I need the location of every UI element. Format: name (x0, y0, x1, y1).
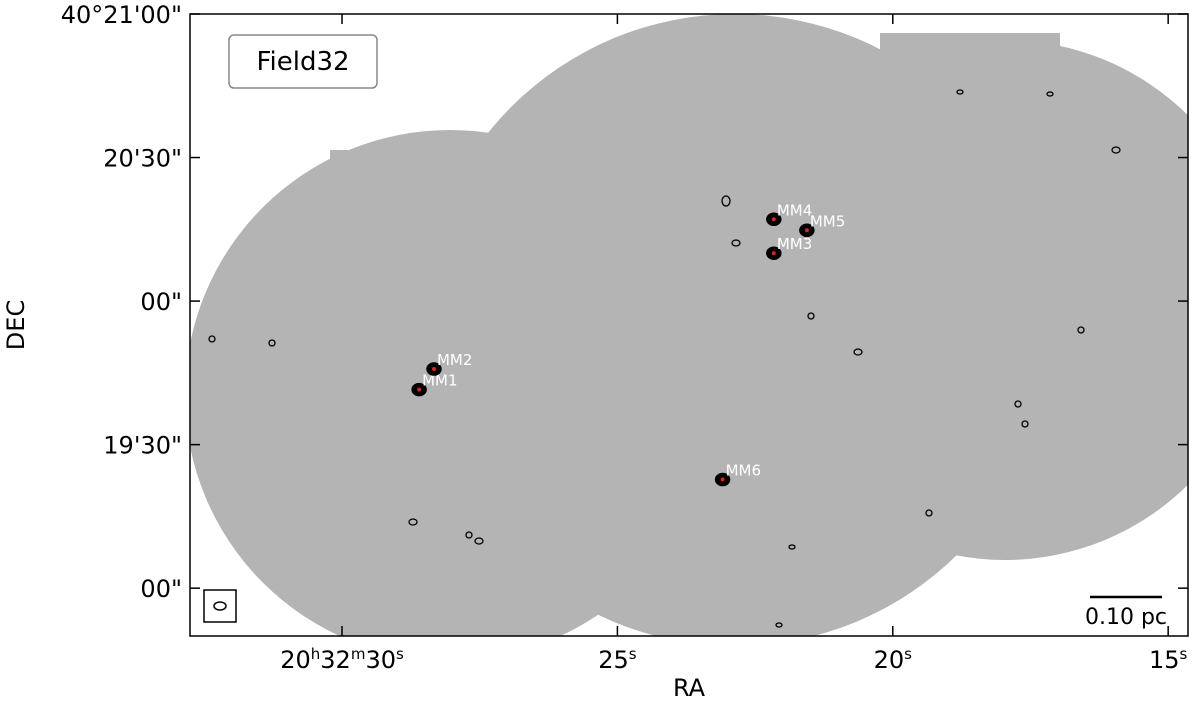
y-tick-label: 00" (140, 288, 182, 316)
contours (208, 89, 1121, 628)
source-peak (771, 217, 776, 222)
y-axis-label: DEC (2, 300, 30, 350)
mosaic (190, 14, 1188, 636)
source-label: MM2 (437, 351, 472, 369)
plot-frame (189, 13, 1189, 637)
y-tick-label: 19'30" (103, 432, 182, 460)
source-peak (720, 477, 725, 482)
y-tick-label: 20'30" (103, 145, 182, 173)
source-label: MM3 (777, 235, 812, 253)
beam (203, 589, 237, 623)
y-tick-label: 00" (140, 575, 182, 603)
field-box: Field32 (228, 34, 378, 89)
x-axis-label: RA (673, 674, 706, 701)
field-label: Field32 (256, 47, 349, 77)
x-tick-label: 15s (1149, 645, 1188, 674)
source-peak (431, 367, 436, 372)
x-tick-label: 25s (598, 645, 637, 674)
source-label: MM4 (777, 201, 812, 219)
source-label: MM6 (726, 462, 761, 480)
source-peak (804, 228, 809, 233)
scale-bar-label: 0.10 pc (1085, 605, 1167, 630)
source-label: MM5 (810, 212, 845, 230)
source-peak (771, 251, 776, 256)
source-label: MM1 (422, 372, 457, 390)
source-peak (417, 387, 422, 392)
y-tick-label: 40°21'00" (61, 1, 182, 29)
x-tick-label: 20h32m30s (280, 645, 404, 674)
x-tick-label: 20s (874, 645, 913, 674)
